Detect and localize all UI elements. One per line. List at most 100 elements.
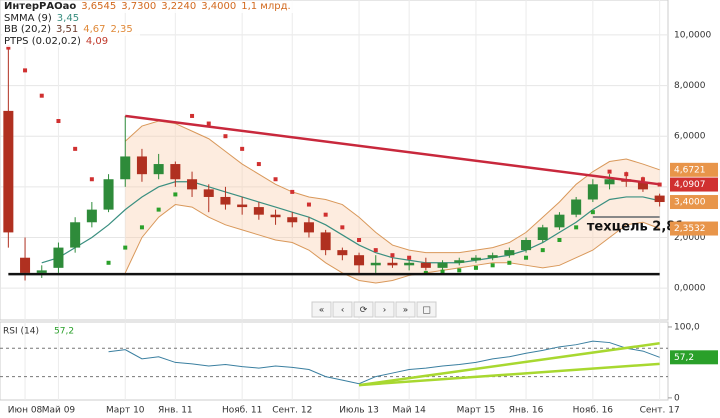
sar-dot: [223, 134, 228, 139]
x-tick-label: Нояб. 16: [573, 406, 614, 416]
candle-body: [537, 227, 548, 240]
price-label: 2,3532: [674, 224, 706, 234]
price-label: 4,0907: [674, 180, 706, 190]
candle-body: [604, 179, 615, 185]
sar-dot: [89, 177, 94, 182]
nav-button[interactable]: «: [311, 301, 332, 318]
nav-button[interactable]: ‹: [332, 301, 353, 318]
sar-dot: [540, 248, 545, 253]
sar-dot: [640, 177, 645, 182]
sar-dot: [173, 192, 178, 197]
y-tick-label: 8,0000: [674, 81, 706, 91]
nav-button-icon: ‹: [341, 306, 345, 316]
sar-dot: [490, 263, 495, 268]
candle-body: [86, 209, 97, 223]
candle-body: [337, 250, 348, 256]
y-tick-label: 2,0000: [674, 233, 706, 243]
nav-button-bg: [374, 301, 395, 318]
y-tick-label: 0,0000: [674, 284, 706, 294]
candle-body: [521, 240, 532, 251]
candle-body: [504, 250, 515, 256]
x-tick-label: Март 10: [106, 406, 145, 416]
header-text: 3,51: [55, 24, 79, 35]
header-text: 2,35: [110, 24, 133, 35]
header-text: 3,6545: [81, 1, 117, 12]
candle-body: [404, 262, 415, 266]
price-label-box: [670, 195, 718, 210]
candle-body: [253, 207, 264, 215]
x-tick-label: Июль 13: [339, 406, 379, 416]
sar-dot: [407, 255, 412, 260]
rsi-trendline: [358, 362, 660, 387]
sar-dot: [390, 253, 395, 258]
sar-dot: [507, 260, 512, 265]
x-tick-label: Июн 08: [8, 406, 43, 416]
rsi-last-box: [670, 350, 718, 365]
rsi-tick-label: 0: [674, 393, 680, 403]
target-annotation: техцель 2,81: [587, 219, 685, 234]
candle-body: [237, 204, 248, 208]
nav-button-bg: [353, 301, 374, 318]
bb-lower: [124, 204, 660, 284]
nav-button-bg: [311, 301, 332, 318]
candle-body: [437, 262, 448, 268]
candle-body: [187, 179, 198, 190]
rsi-line: [108, 340, 660, 385]
candle-body: [3, 110, 14, 233]
candle-body: [203, 189, 214, 197]
sar-dot: [256, 162, 261, 167]
sar-dot: [306, 202, 311, 207]
legend-header: ИнтерРАОао 3,6545 3,7300 3,2240 3,4000 1,1 мл…: [2, 1, 298, 47]
sar-dot: [574, 225, 579, 230]
nav-button-icon: ›: [383, 306, 387, 316]
candle-body: [287, 217, 298, 223]
candle-body: [487, 255, 498, 258]
sar-dot: [240, 146, 245, 151]
y-tick-label: 6,0000: [674, 132, 706, 142]
header-text: 4,09: [85, 35, 109, 47]
candle-body: [53, 247, 64, 268]
sar-dot: [273, 177, 278, 182]
header-text: 4,67: [83, 24, 106, 35]
header-text: 3,45: [56, 12, 80, 24]
sar-dot: [23, 68, 28, 73]
sar-dot: [524, 255, 529, 260]
candle-body: [170, 164, 181, 180]
candle-body: [103, 179, 114, 210]
x-tick-label: Янв. 11: [158, 406, 193, 416]
header-row: PTPS (0.02,0.2) 4,09: [2, 35, 116, 47]
candle-body: [270, 214, 281, 218]
nav-button-icon: »: [403, 306, 409, 316]
price-label: 3,4000: [674, 198, 706, 208]
candle-body: [571, 199, 582, 215]
candle-body: [654, 195, 665, 203]
header-text: SMMA (9): [4, 12, 52, 24]
header-text: 1,1 млрд.: [241, 1, 291, 12]
candle-body: [420, 262, 431, 268]
header-text: BB (20,2): [4, 24, 51, 35]
sar-dot: [139, 225, 144, 230]
nav-button-bg: [395, 301, 416, 318]
nav-button[interactable]: □: [416, 301, 437, 318]
sar-dot: [6, 45, 11, 50]
price-panel: [0, 0, 669, 321]
nav-button[interactable]: »: [395, 301, 416, 318]
price-label-box: [670, 162, 718, 177]
sar-dot: [73, 146, 78, 151]
candle-body: [370, 262, 381, 266]
header-row: BB (20,2) 3,51 4,67 2,35: [2, 24, 140, 36]
bb-upper: [124, 120, 660, 254]
candle-body: [153, 164, 164, 175]
header-text: 3,7300: [121, 1, 157, 12]
rsi-trendline: [358, 342, 660, 387]
rsi-header-value: 57,2: [54, 327, 74, 337]
nav-button[interactable]: ›: [374, 301, 395, 318]
candle-body: [36, 270, 47, 273]
header-text: 3,2240: [161, 1, 197, 12]
candle-body: [120, 156, 131, 180]
sar-dot: [457, 268, 462, 273]
sar-dot: [607, 169, 612, 174]
nav-button[interactable]: ⟳: [353, 301, 374, 318]
